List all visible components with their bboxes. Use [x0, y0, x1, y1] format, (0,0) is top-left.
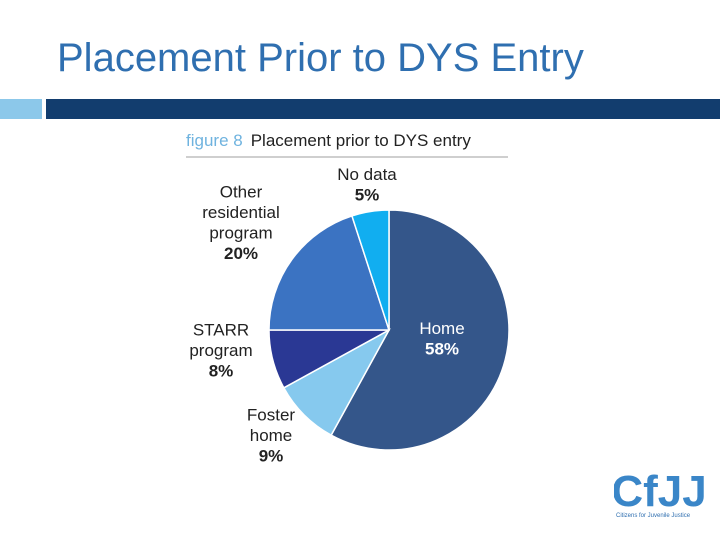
- pie-label-other-residential-program: Other residential program 20%: [202, 182, 280, 262]
- pie-slice-other-residential-program: [268, 214, 391, 331]
- title-accent-bar-dark: [46, 99, 720, 119]
- figure-caption: figure 8 Placement prior to DYS entry: [186, 131, 471, 151]
- cfjj-logo: CfJJ: [614, 467, 704, 516]
- title-accent-bar-light: [0, 99, 42, 119]
- pie-labels: Home 58% Foster home 9% STARR program 8% Other re…: [189, 165, 464, 466]
- pie-label-no-data: No data 5%: [337, 165, 397, 205]
- logo-tagline: Citizens for Juvenile Justice: [616, 513, 691, 519]
- logo-mark: CfJJ: [614, 467, 704, 516]
- pie-label-foster-home: Foster home 9%: [247, 406, 296, 466]
- pie-slices: [268, 209, 510, 451]
- figure-rule: [186, 156, 508, 158]
- slide-title: Placement Prior to DYS Entry: [57, 36, 584, 80]
- pie-slice-home: [330, 209, 510, 451]
- pie-label-home: Home 58%: [419, 319, 464, 359]
- figure-number: figure 8: [186, 131, 243, 150]
- pie-label-starr-program: STARR program 8%: [189, 321, 252, 381]
- pie-slice-no-data: [350, 209, 390, 331]
- figure-title: Placement prior to DYS entry: [250, 131, 471, 150]
